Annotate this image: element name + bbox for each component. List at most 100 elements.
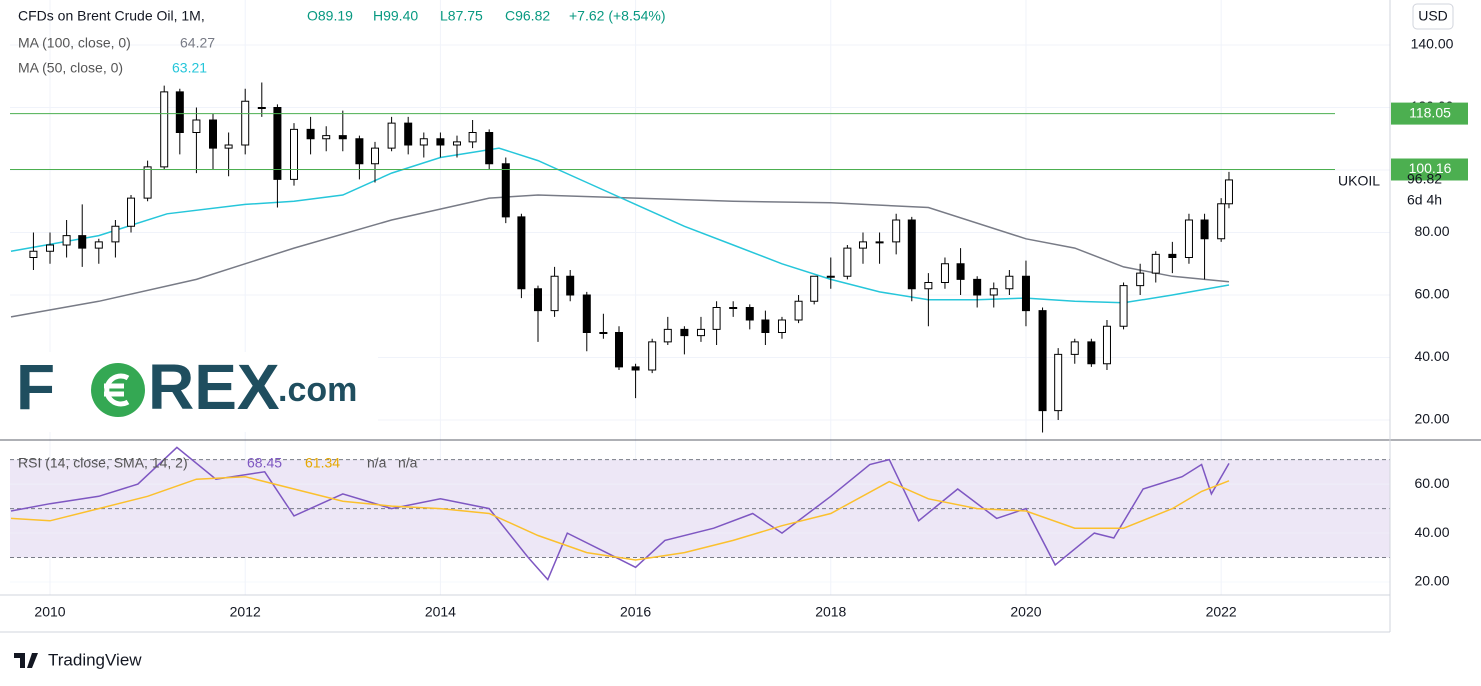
candle-body [78,235,87,249]
candle-body [1224,179,1233,205]
candle-body [1119,285,1128,327]
x-tick-label: 2018 [815,604,846,620]
level-label-bg [1391,102,1468,125]
x-tick-label: 2022 [1206,604,1237,620]
candle-body [810,275,819,302]
line-series [10,475,1230,561]
candle-body [875,241,884,244]
candle-body [436,138,445,146]
candle-body [1151,253,1160,274]
logo-coin [91,363,145,417]
candle-body [892,219,901,243]
candle-body [777,319,786,333]
y-tick-label: 20.00 [1414,573,1449,589]
ohlc-value: O89.19 [307,8,353,24]
y-tick-label: 80.00 [1414,223,1449,239]
candle-body [533,288,542,312]
candle-body [468,132,477,143]
candle-body [924,282,933,290]
candle-body [355,138,364,165]
candle-body [224,144,233,149]
ohlc-value: H99.40 [373,8,418,24]
x-tick-label: 2014 [425,604,456,620]
ma50-legend-value: 63.21 [172,60,207,76]
tradingview-text[interactable]: TradingView [48,650,142,669]
rsi-sma-legend-value: 61.34 [305,455,340,471]
candle-body [94,241,103,249]
candle-body [46,244,55,252]
candle-body [761,319,770,333]
candle-body [241,100,250,146]
candle-body [843,247,852,277]
candle-body [1217,203,1226,240]
candle-body [1054,353,1063,412]
marks [10,82,1335,581]
currency-box[interactable] [1412,3,1454,30]
logo-f: F [16,351,55,423]
candle-body [387,122,396,149]
candle-body [273,107,282,180]
x-tick-label: 2010 [34,604,65,620]
candle-body [696,328,705,337]
candle-body [419,138,428,146]
candle-body [550,275,559,312]
candle-body [501,163,510,218]
rsi-legend: RSI (14, close, SMA, 14, 2) [18,455,188,471]
logo-coin-symbol [104,373,130,407]
candle-body [973,278,982,296]
logo-rex: REX [148,351,280,423]
y-tick-label: 40.00 [1414,348,1449,364]
ma100-legend: MA (100, close, 0) [18,35,131,51]
symbol: UKOIL [1338,173,1380,189]
candle-body [1070,341,1079,355]
x-tick-label: 2020 [1010,604,1041,620]
ma100-legend-value: 64.27 [180,35,215,51]
candle-body [745,307,754,321]
ohlc-value: +7.62 (+8.54%) [569,8,666,24]
candle-body [631,366,640,371]
candle-body [371,147,380,165]
currency: USD [1418,8,1448,24]
ma50-legend: MA (50, close, 0) [18,60,123,76]
rsi-legend-value: 68.45 [247,455,282,471]
candle-body [175,91,184,133]
x-tick-label: 2012 [230,604,261,620]
candle-body [160,91,169,168]
candle-body [127,197,136,227]
candle-body [485,132,494,165]
candle-body [566,275,575,296]
candle-body [826,275,835,278]
candle-body [582,294,591,333]
line-series [10,446,1230,581]
level-label: 118.05 [1409,104,1451,120]
ohlc-value: C96.82 [505,8,550,24]
candle-body [1087,341,1096,365]
candle-body [192,119,201,133]
rsi-legend-na: n/a [367,455,387,471]
x-tick-label: 2016 [620,604,651,620]
candle-body [989,288,998,296]
rsi-legend-na: n/a [398,455,418,471]
tradingview-logo[interactable] [14,653,38,668]
candle-body [208,119,217,149]
candle-body [143,166,152,199]
candle-body [614,332,623,368]
candle-body [956,263,965,280]
last-price-label: 96.82 [1407,171,1442,187]
candle-body [1136,272,1145,287]
line-series [10,147,1230,304]
candle-body [729,307,738,309]
candle-body [404,122,413,146]
candle-body [1184,219,1193,258]
candle-body [599,332,608,334]
candle-body [62,235,71,246]
countdown: 6d 4h [1407,192,1442,208]
candle-body [858,241,867,249]
watermark: F REX .com [0,351,378,432]
level-label: 100.16 [1409,160,1452,176]
candle-body [907,219,916,290]
line-series [10,194,1230,318]
candle-body [322,135,331,140]
